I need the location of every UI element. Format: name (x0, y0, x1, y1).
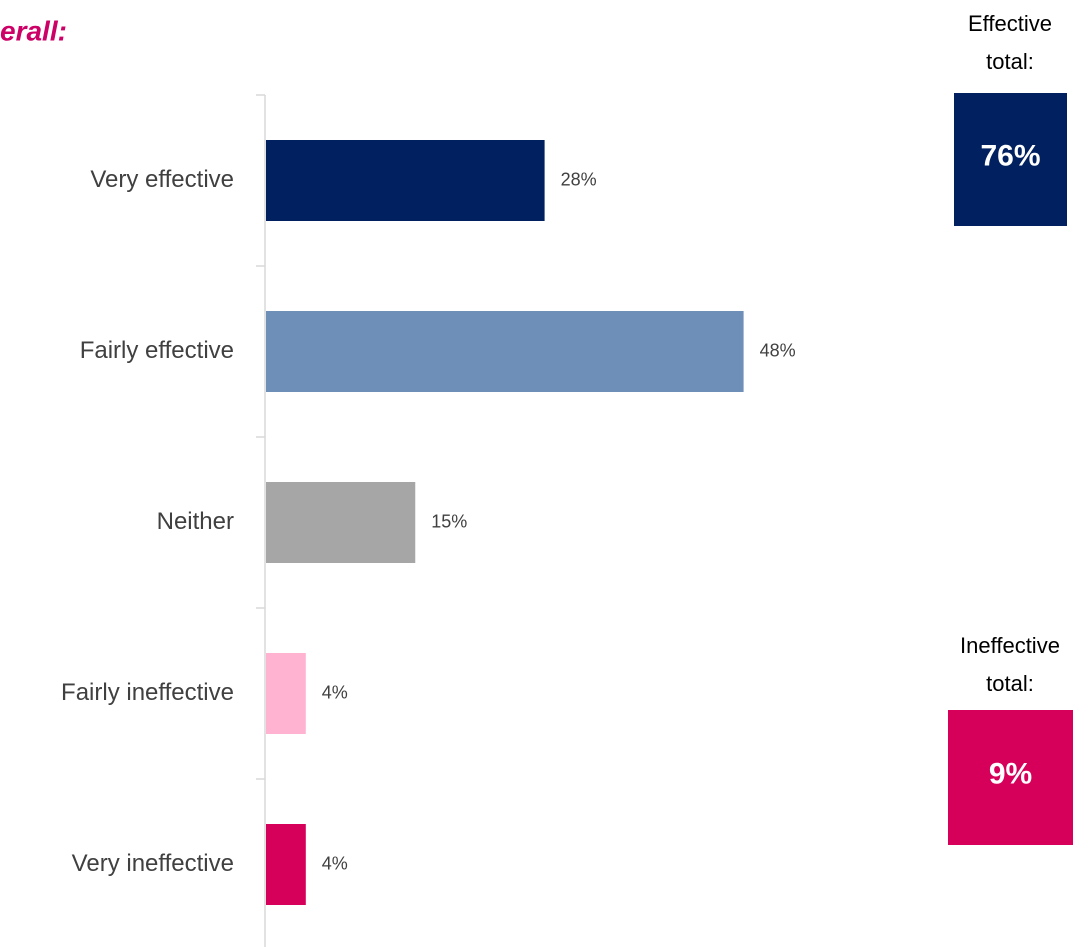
category-label: Fairly ineffective (61, 679, 234, 706)
annotation-label: Effective (968, 11, 1052, 36)
bar (266, 824, 306, 905)
annotation-box (954, 93, 1067, 226)
bar (266, 311, 744, 392)
annotation-value: 76% (980, 139, 1040, 172)
bar (266, 482, 416, 563)
value-label: 4% (322, 853, 348, 873)
category-label: Fairly effective (80, 337, 234, 364)
value-label: 15% (431, 511, 467, 531)
category-label: Very ineffective (72, 850, 234, 877)
annotation-label: total: (986, 49, 1034, 74)
annotation-value: 9% (989, 757, 1032, 790)
value-label: 4% (322, 682, 348, 702)
bar (266, 653, 306, 734)
annotation-box (948, 710, 1073, 845)
category-label: Very effective (90, 166, 234, 193)
annotation-label: total: (986, 671, 1034, 696)
bar (266, 140, 545, 221)
chart-title: erall: (0, 15, 67, 46)
value-label: 28% (561, 169, 597, 189)
category-label: Neither (157, 508, 234, 535)
annotation-label: Ineffective (960, 633, 1060, 658)
value-label: 48% (760, 340, 796, 360)
